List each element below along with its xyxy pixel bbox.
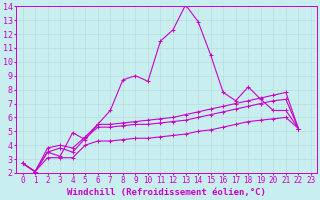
- X-axis label: Windchill (Refroidissement éolien,°C): Windchill (Refroidissement éolien,°C): [67, 188, 266, 197]
